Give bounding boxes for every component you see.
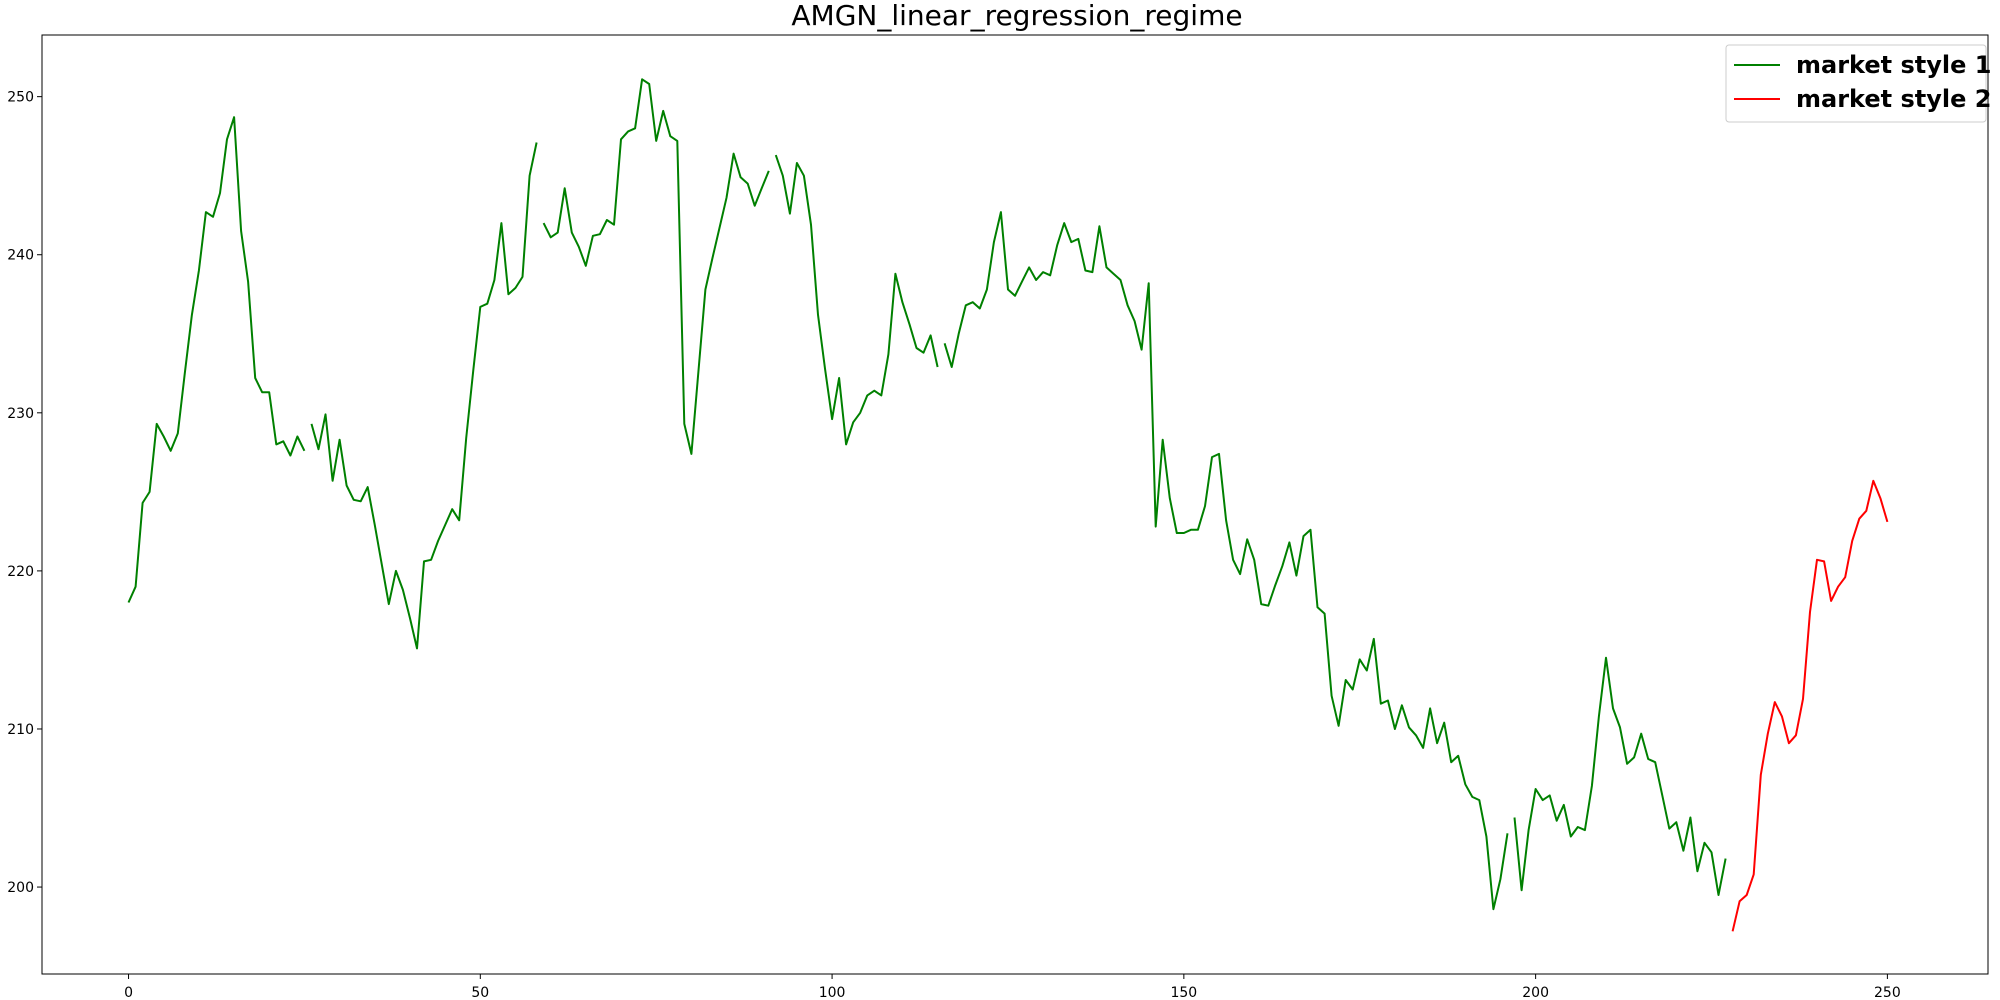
y-tick-label: 240 xyxy=(7,248,34,264)
y-tick-label: 200 xyxy=(7,880,34,896)
x-axis: 0 50 100 150 200 250 xyxy=(124,974,1901,1000)
legend-box xyxy=(1725,44,1987,123)
series-2-line-segment xyxy=(1731,479,1889,932)
y-tick-label: 210 xyxy=(7,722,34,738)
series-1-line-segment xyxy=(1513,656,1727,896)
x-tick-label: 0 xyxy=(124,985,133,1000)
series-1-line-segment xyxy=(127,116,306,603)
x-tick-label: 50 xyxy=(471,985,489,1000)
legend-label: market style 1 xyxy=(1796,51,1991,79)
legend-label: market style 2 xyxy=(1796,85,1991,113)
x-tick-label: 250 xyxy=(1874,985,1901,1000)
plot-lines xyxy=(127,78,1889,932)
legend: market style 1 market style 2 xyxy=(1725,44,1991,123)
y-axis: 200 210 220 230 240 250 xyxy=(7,90,42,896)
series-1-line-segment xyxy=(774,154,939,446)
x-tick-label: 150 xyxy=(1170,985,1197,1000)
x-tick-label: 100 xyxy=(819,985,846,1000)
chart-title: AMGN_linear_regression_regime xyxy=(791,0,1242,32)
y-tick-label: 220 xyxy=(7,564,34,580)
plot-area-frame xyxy=(41,34,1989,975)
x-tick-label: 200 xyxy=(1522,985,1549,1000)
series-1 xyxy=(127,78,1727,911)
y-tick-label: 230 xyxy=(7,406,34,422)
series-1-line-segment xyxy=(943,211,1509,911)
series-1-line-segment xyxy=(310,142,538,650)
series-1-line-segment xyxy=(542,78,770,455)
y-tick-label: 250 xyxy=(7,90,34,106)
series-2 xyxy=(1731,479,1889,932)
